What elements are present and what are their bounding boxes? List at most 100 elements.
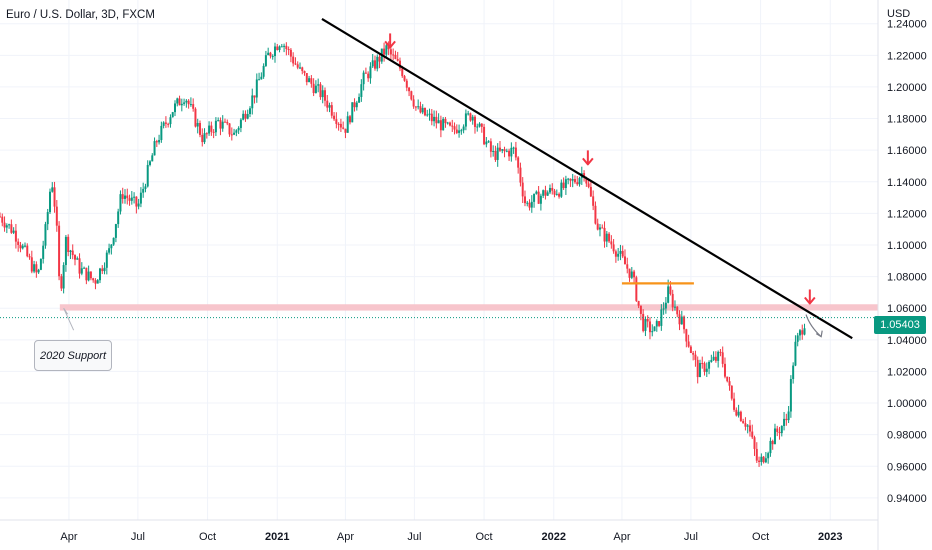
candle-body-123 (278, 46, 281, 51)
candle-body-163 (369, 66, 372, 79)
candle-body-89 (201, 134, 204, 143)
candle-body-177 (401, 68, 404, 77)
candle-body-304 (689, 346, 692, 353)
candle-body-7 (14, 230, 17, 242)
candle-body-16 (35, 264, 38, 273)
candle-body-176 (398, 60, 401, 69)
candle-body-162 (367, 73, 370, 79)
y-tick-label-7: 1.10000 (887, 240, 927, 252)
candle-body-58 (130, 197, 133, 201)
y-tick-label-5: 1.14000 (887, 177, 927, 189)
candle-body-197 (446, 122, 449, 124)
candle-body-341 (773, 428, 776, 445)
candle-body-340 (771, 440, 774, 445)
candle-body-120 (271, 56, 274, 58)
candle-body-142 (321, 90, 324, 98)
candle-body-90 (203, 133, 206, 143)
candle-body-1 (1, 216, 4, 223)
candle-body-310 (703, 363, 706, 372)
candle-body-34 (76, 258, 79, 260)
candle-body-235 (533, 193, 536, 202)
candle-body-173 (392, 54, 395, 56)
candle-body-94 (212, 131, 215, 133)
candle-body-280 (635, 277, 638, 301)
x-tick-label-1: Jul (131, 531, 145, 543)
candle-body-263 (596, 223, 599, 230)
x-tick-label-3: 2021 (265, 531, 289, 543)
candle-body-153 (346, 116, 349, 133)
candle-body-290 (658, 321, 661, 326)
candle-body-317 (719, 351, 722, 353)
candle-body-91 (205, 133, 208, 135)
candle-body-40 (89, 271, 92, 279)
candle-body-272 (617, 253, 620, 257)
support-zone (59, 304, 878, 311)
candle-body-297 (673, 306, 676, 308)
candle-body-139 (314, 85, 317, 94)
y-tick-label-12: 1.00000 (887, 398, 927, 410)
candle-body-291 (660, 309, 663, 326)
candle-body-179 (405, 80, 408, 88)
candle-body-133 (301, 67, 304, 72)
candle-body-303 (687, 341, 690, 347)
candle-body-298 (676, 306, 679, 315)
candle-body-101 (228, 123, 231, 135)
candle-body-112 (253, 95, 256, 98)
callout-pointer (63, 307, 75, 331)
candle-body-137 (310, 78, 313, 84)
candle-body-253 (573, 179, 576, 183)
candle-body-53 (119, 194, 122, 212)
candle-body-206 (467, 113, 470, 115)
candle-body-268 (608, 233, 611, 242)
candle-body-12 (26, 245, 29, 257)
candle-body-270 (612, 244, 615, 252)
candle-body-41 (92, 278, 95, 281)
candle-body-56 (126, 195, 129, 199)
candle-body-201 (455, 129, 458, 133)
candle-body-74 (167, 123, 170, 125)
candle-body-147 (333, 115, 336, 120)
candle-body-155 (351, 102, 354, 123)
candle-body-98 (221, 121, 224, 129)
candle-body-108 (244, 113, 247, 119)
candle-body-21 (46, 212, 49, 225)
candle-body-158 (358, 96, 361, 103)
candle-body-92 (208, 125, 211, 134)
candle-body-187 (423, 107, 426, 116)
candle-body-246 (558, 193, 561, 197)
candle-body-321 (728, 381, 731, 386)
candle-body-97 (219, 120, 222, 129)
candle-body-71 (160, 125, 163, 141)
candle-body-48 (108, 248, 111, 253)
candle-body-343 (778, 431, 781, 434)
candle-body-218 (494, 150, 497, 160)
candle-body-81 (183, 102, 186, 104)
candle-body-251 (569, 178, 572, 181)
candle-body-126 (285, 45, 288, 50)
candle-body-131 (296, 64, 299, 68)
y-tick-label-8: 1.08000 (887, 272, 927, 284)
support-callout[interactable]: 2020 Support (34, 340, 112, 371)
y-tick-label-11: 1.02000 (887, 366, 927, 378)
candle-body-106 (239, 119, 242, 128)
candle-body-229 (519, 167, 522, 183)
candle-body-279 (633, 271, 636, 278)
candle-body-227 (514, 147, 517, 158)
candle-body-326 (739, 411, 742, 422)
candle-body-328 (744, 423, 747, 427)
candle-body-292 (662, 308, 665, 310)
x-tick-label-4: Apr (337, 531, 354, 543)
candle-body-151 (342, 127, 345, 129)
candle-body-239 (542, 190, 545, 196)
candle-body-285 (646, 319, 649, 322)
candle-body-257 (583, 173, 586, 178)
candle-body-167 (378, 56, 381, 62)
candle-body-181 (410, 91, 413, 100)
candle-body-42 (94, 280, 97, 284)
candle-body-182 (412, 99, 415, 107)
y-tick-label-3: 1.18000 (887, 114, 927, 126)
candle-body-129 (292, 56, 295, 64)
candle-body-330 (748, 425, 751, 432)
